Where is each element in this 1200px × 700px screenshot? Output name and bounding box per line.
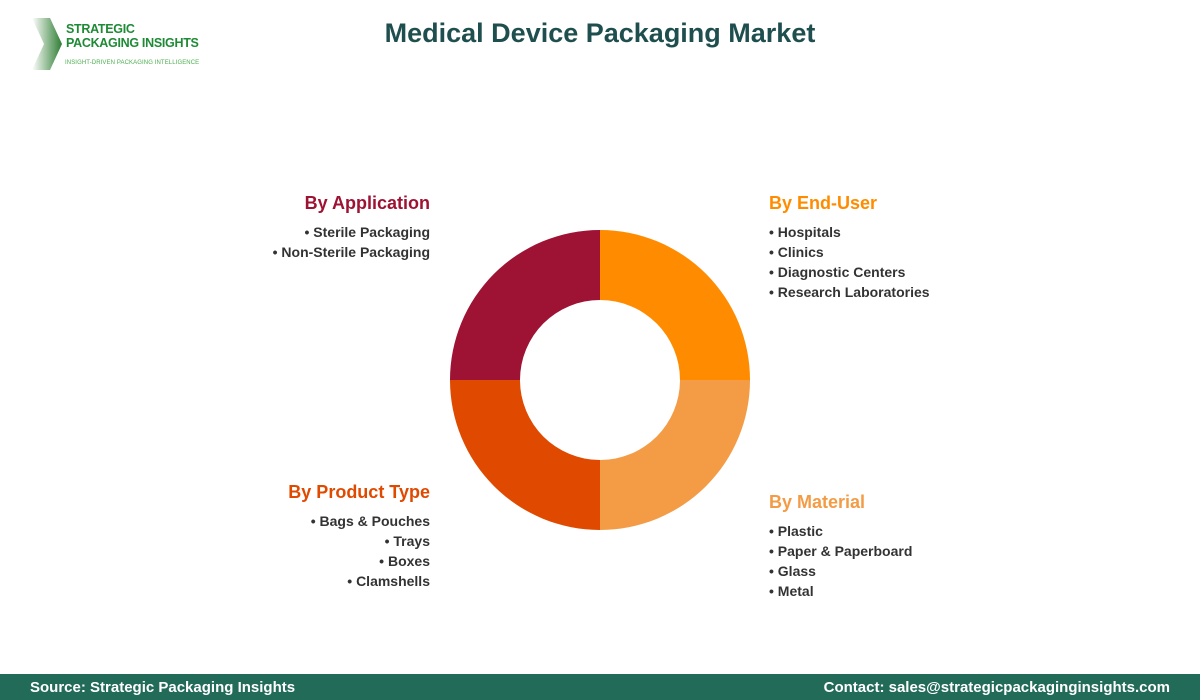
footer-bar: Source: Strategic Packaging Insights Con… [0, 674, 1200, 700]
donut-segment-application [450, 230, 600, 380]
list-item: • Metal [769, 583, 814, 599]
donut-segment-material [600, 380, 750, 530]
segment-product-type: By Product Type • Bags & Pouches • Trays… [288, 482, 430, 591]
page-title: Medical Device Packaging Market [384, 18, 816, 48]
list-item: • Non-Sterile Packaging [272, 244, 430, 260]
segment-material: By Material • Plastic • Paper & Paperboa… [769, 492, 912, 601]
list-item: • Diagnostic Centers [769, 264, 906, 280]
list-item: • Clamshells [347, 573, 430, 589]
logo-wordmark: STRATEGIC PACKAGING INSIGHTS [66, 22, 199, 50]
segment-title: By Material [769, 492, 866, 512]
segment-title: By Product Type [288, 482, 430, 502]
list-item: • Boxes [379, 553, 430, 569]
list-item: • Paper & Paperboard [769, 543, 913, 559]
donut-segment-product-type [450, 380, 600, 530]
segment-title: By Application [304, 193, 430, 213]
list-item: • Plastic [769, 523, 823, 539]
list-item: • Glass [769, 563, 816, 579]
list-item: • Hospitals [769, 224, 841, 240]
logo-tagline: INSIGHT-DRIVEN PACKAGING INTELLIGENCE [65, 60, 200, 66]
list-item: • Sterile Packaging [304, 224, 430, 240]
segment-title: By End-User [769, 193, 878, 213]
list-item: • Trays [384, 533, 430, 549]
contact-text: Contact: sales@strategicpackaginginsight… [823, 679, 1170, 696]
list-item: • Research Laboratories [769, 284, 930, 300]
list-item: • Bags & Pouches [310, 513, 430, 529]
logo: STRATEGIC PACKAGING INSIGHTS INSIGHT-DRIV… [30, 18, 210, 73]
source-text: Source: Strategic Packaging Insights [30, 679, 296, 696]
list-item: • Clinics [769, 244, 824, 260]
segment-end-user: By End-User • Hospitals • Clinics • Diag… [769, 193, 930, 302]
segment-application: By Application • Sterile Packaging • Non… [273, 193, 430, 262]
donut-segment-end-user [600, 230, 750, 380]
logo-chevron-icon [32, 18, 62, 70]
